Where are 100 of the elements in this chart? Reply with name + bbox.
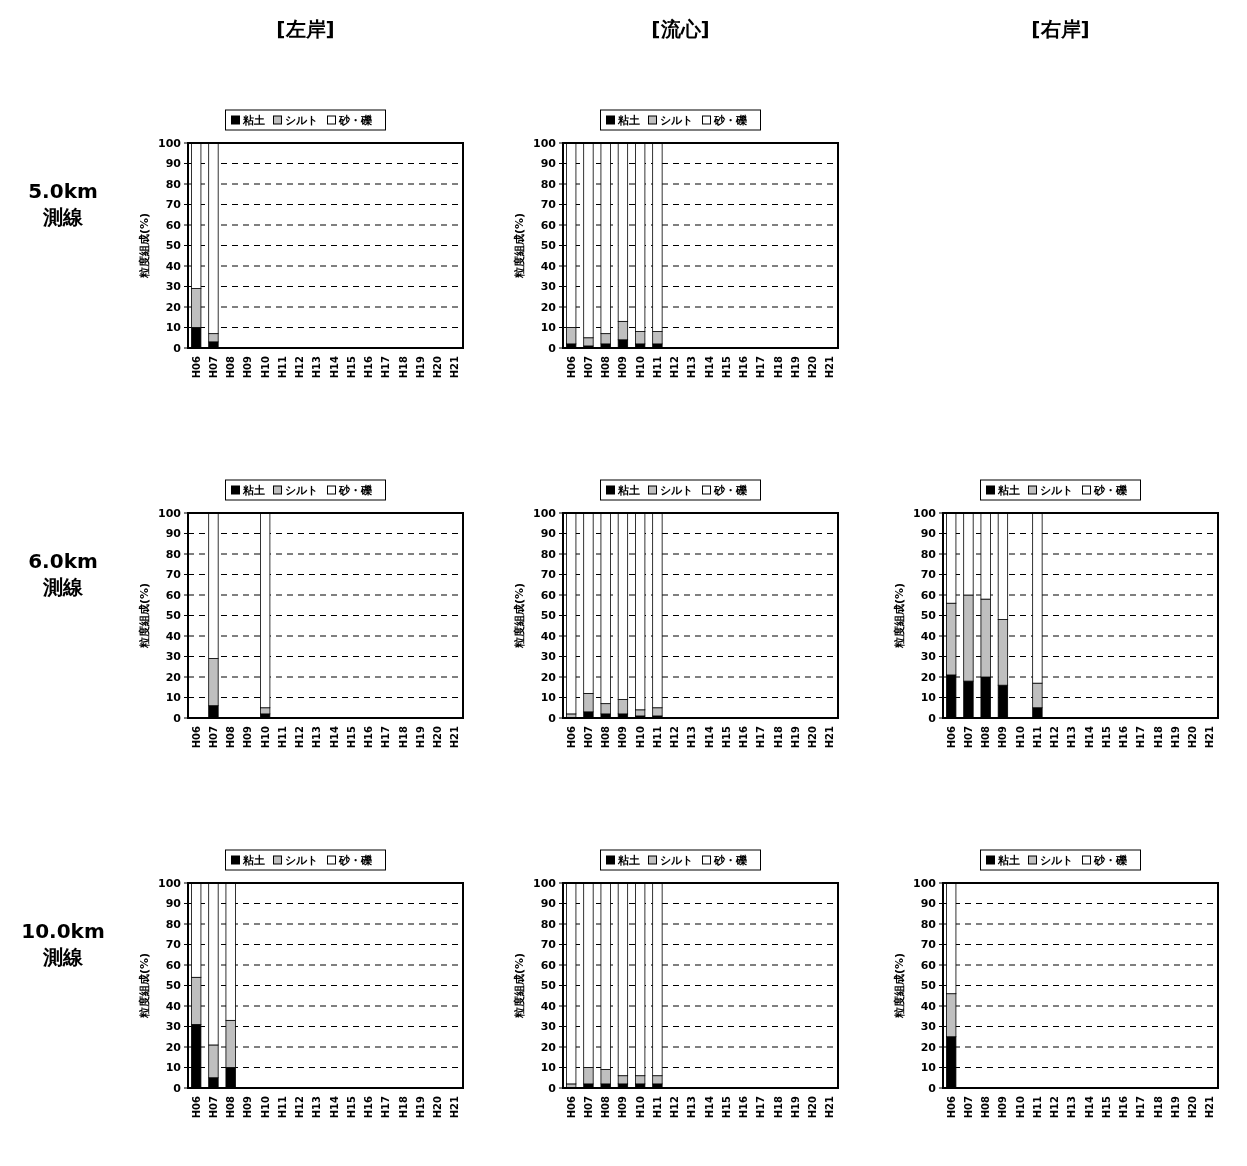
y-tick-label: 10 [540, 1061, 557, 1075]
x-tick-label: H21 [449, 355, 461, 379]
legend-label: シルト [1039, 853, 1073, 867]
y-tick-label: 0 [548, 711, 557, 725]
y-tick-label: 70 [165, 198, 182, 212]
y-tick-label: 10 [165, 321, 182, 335]
x-tick-label: H20 [807, 1095, 819, 1119]
x-tick-label: H10 [259, 725, 271, 749]
x-tick-label: H08 [600, 725, 612, 749]
y-tick-label: 70 [540, 938, 557, 952]
x-tick-label: H16 [1118, 1095, 1130, 1119]
x-tick-label: H14 [1083, 725, 1095, 749]
x-tick-label: H16 [1118, 725, 1130, 749]
y-tick-label: 50 [540, 239, 557, 253]
x-tick-label: H07 [962, 1095, 974, 1119]
y-tick-label: 30 [540, 650, 557, 664]
x-tick-label: H09 [617, 725, 629, 749]
x-tick-label: H09 [242, 1095, 254, 1119]
chart-title: [右岸] [1031, 17, 1090, 41]
y-tick-label: 40 [165, 999, 182, 1013]
y-tick-label: 20 [920, 670, 937, 684]
x-tick-label: H11 [1031, 725, 1043, 749]
y-tick-label: 10 [540, 691, 557, 705]
x-tick-label: H19 [1169, 1095, 1181, 1119]
legend-label: 砂・礫 [337, 483, 373, 497]
x-tick-label: H17 [755, 725, 767, 749]
x-tick-label: H18 [1152, 725, 1164, 749]
x-tick-label: H15 [345, 725, 357, 749]
x-tick-label: H21 [1204, 1095, 1216, 1119]
x-tick-label: H18 [772, 355, 784, 379]
y-tick-label: 100 [158, 136, 182, 150]
y-tick-label: 50 [540, 979, 557, 993]
x-tick-label: H16 [738, 355, 750, 379]
x-tick-label: H21 [824, 355, 836, 379]
x-tick-label: H12 [294, 725, 306, 749]
y-tick-label: 10 [920, 1061, 937, 1075]
y-tick-label: 30 [165, 650, 182, 664]
x-tick-label: H07 [962, 725, 974, 749]
x-tick-label: H11 [276, 1095, 288, 1119]
y-tick-label: 100 [533, 876, 557, 890]
x-tick-label: H10 [1014, 725, 1026, 749]
y-tick-label: 40 [540, 259, 557, 273]
y-axis-title: 粒度組成(%) [138, 212, 151, 280]
x-tick-label: H21 [824, 725, 836, 749]
x-tick-label: H16 [738, 1095, 750, 1119]
x-tick-label: H12 [294, 1095, 306, 1119]
y-tick-label: 100 [158, 506, 182, 520]
y-tick-label: 60 [165, 588, 182, 602]
x-tick-label: H13 [311, 355, 323, 379]
x-tick-label: H16 [738, 725, 750, 749]
x-tick-label: H12 [669, 355, 681, 379]
x-tick-label: H07 [207, 355, 219, 379]
y-tick-label: 50 [540, 609, 557, 623]
x-tick-label: H14 [1083, 1095, 1095, 1119]
x-tick-label: H12 [1049, 725, 1061, 749]
x-tick-label: H08 [225, 1095, 237, 1119]
x-tick-label: H17 [755, 1095, 767, 1119]
x-tick-label: H16 [363, 355, 375, 379]
x-tick-label: H21 [449, 1095, 461, 1119]
x-tick-label: H06 [565, 725, 577, 749]
y-tick-label: 70 [165, 938, 182, 952]
x-tick-label: H20 [807, 355, 819, 379]
y-tick-label: 70 [920, 568, 937, 582]
x-tick-label: H10 [1014, 1095, 1026, 1119]
y-tick-label: 0 [548, 341, 557, 355]
x-tick-label: H06 [190, 355, 202, 379]
x-tick-label: H06 [190, 1095, 202, 1119]
x-tick-label: H15 [345, 1095, 357, 1119]
y-tick-label: 90 [540, 527, 557, 541]
y-tick-label: 20 [540, 1040, 557, 1054]
chart-title: [流心] [651, 17, 710, 41]
legend-label: 粘土 [996, 483, 1020, 497]
y-tick-label: 50 [920, 609, 937, 623]
y-tick-label: 0 [928, 1081, 937, 1095]
y-tick-label: 60 [165, 218, 182, 232]
x-tick-label: H17 [1135, 1095, 1147, 1119]
y-axis-title: 粒度組成(%) [893, 582, 906, 650]
y-tick-label: 90 [920, 897, 937, 911]
x-tick-label: H20 [432, 725, 444, 749]
y-tick-label: 80 [165, 547, 182, 561]
y-tick-label: 100 [533, 136, 557, 150]
x-tick-label: H18 [772, 725, 784, 749]
x-tick-label: H17 [380, 355, 392, 379]
legend-label: 粘土 [241, 853, 265, 867]
legend-label: シルト [1039, 483, 1073, 497]
x-tick-label: H06 [190, 725, 202, 749]
legend-label: 砂・礫 [1092, 853, 1128, 867]
legend-label: 砂・礫 [337, 113, 373, 127]
x-tick-label: H06 [945, 725, 957, 749]
x-tick-label: H07 [207, 1095, 219, 1119]
x-tick-label: H08 [980, 725, 992, 749]
x-tick-label: H19 [414, 355, 426, 379]
y-axis-title: 粒度組成(%) [138, 582, 151, 650]
y-tick-label: 90 [920, 527, 937, 541]
y-tick-label: 50 [165, 609, 182, 623]
x-tick-label: H13 [686, 725, 698, 749]
x-tick-label: H06 [945, 1095, 957, 1119]
x-tick-label: H19 [789, 1095, 801, 1119]
x-tick-label: H13 [686, 1095, 698, 1119]
x-tick-label: H18 [397, 725, 409, 749]
